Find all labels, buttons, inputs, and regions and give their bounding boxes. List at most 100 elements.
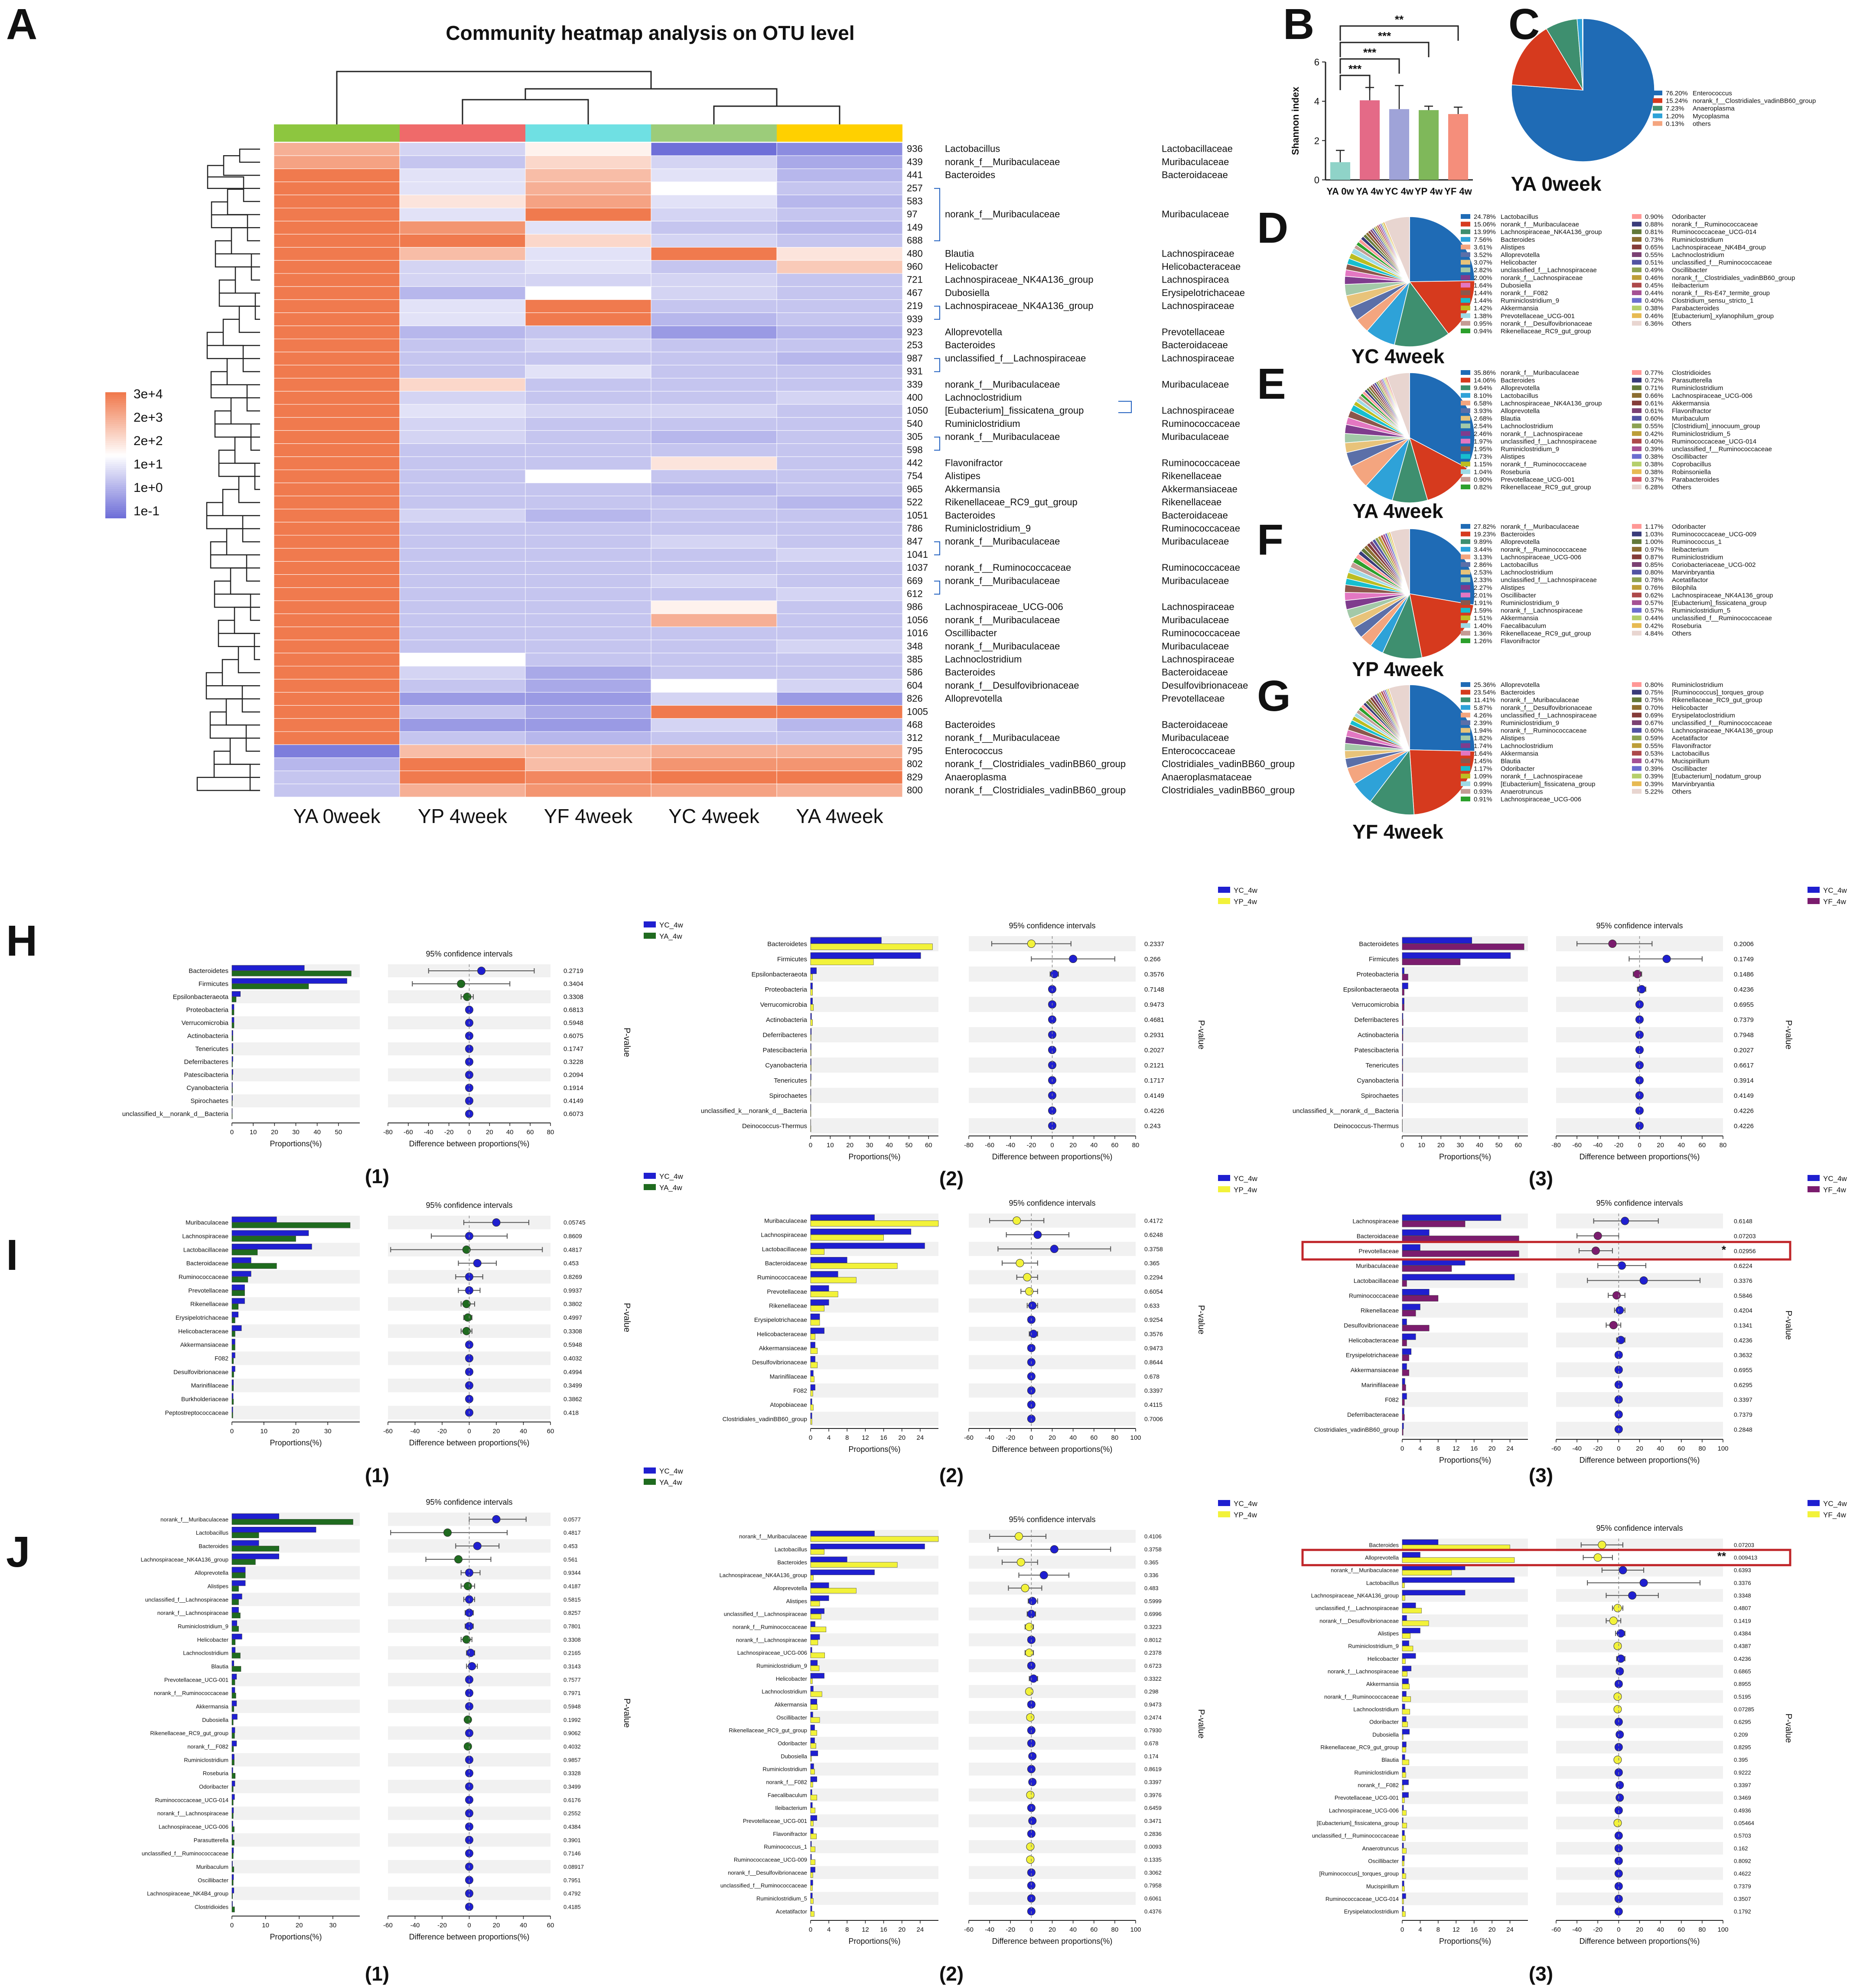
heatmap-cell (651, 312, 777, 326)
pie-legend-label: Others (1672, 630, 1691, 637)
pie-legend-swatch (1461, 400, 1470, 406)
x-tick-label: 40 (1677, 1142, 1685, 1149)
heatmap-cell (399, 273, 526, 287)
heatmap-cell (776, 168, 903, 182)
bar-group-b (810, 1782, 813, 1787)
pie-legend-label: Lachnospiraceae_NK4A136_group (1501, 400, 1602, 407)
x-tick-label: 16 (880, 1434, 887, 1441)
color-scale-step (105, 392, 126, 395)
color-scale-step (105, 423, 126, 426)
pie-legend-pct: 0.75% (1645, 689, 1664, 696)
pie-legend-pct: 0.65% (1645, 244, 1664, 251)
heatmap-cell (525, 626, 651, 641)
pie-legend-label: Ruminiclostridium_9 (1501, 297, 1559, 305)
pie-legend-label: Bilophila (1672, 584, 1697, 592)
heatmap-family-label: Lachnospiraceae (1162, 602, 1234, 612)
pie-legend-label: [Clostridium]_innocuum_group (1672, 423, 1760, 430)
row-stripe (969, 1685, 1136, 1698)
taxon-label: Odoribacter (1369, 1719, 1399, 1725)
bar-group-b (1402, 989, 1404, 996)
x-tick-label: -60 (964, 1434, 974, 1441)
bar-group-a (1402, 1274, 1515, 1281)
heatmap-otu-id: 986 (907, 602, 923, 612)
taxon-label: unclassified_f__Lachnospiraceae (724, 1611, 807, 1617)
pie-legend-pct: 0.46% (1645, 274, 1664, 282)
heatmap-cell (651, 404, 777, 418)
pie-legend-pct: 5.87% (1474, 704, 1492, 712)
pie-legend-swatch (1461, 623, 1470, 628)
heatmap-cell (274, 482, 400, 496)
heatmap-cell (651, 626, 777, 641)
bar-group-a (1402, 937, 1472, 944)
pie-legend-label: norank_f__Lachnospiraceae (1501, 430, 1583, 438)
pie-legend-label: [Ruminococcus]_torques_group (1672, 689, 1764, 696)
bar-group-b (1402, 1709, 1410, 1715)
bar-group-a (1402, 1716, 1407, 1722)
bar-group-b (1402, 1747, 1406, 1753)
pie-legend-pct: 0.71% (1645, 384, 1664, 392)
bar-group-a (231, 1298, 245, 1304)
difference-point (1613, 1604, 1622, 1612)
bar-group-b (810, 959, 874, 965)
heatmap-cell (399, 142, 526, 156)
difference-point (1015, 1532, 1023, 1541)
taxon-label: Desulfovibrionaceae (1344, 1322, 1399, 1329)
bar-group-b (810, 1305, 824, 1311)
subpanel-label: (1) (365, 1464, 389, 1487)
x-tick-label: 8 (1436, 1445, 1440, 1452)
pie-legend-label: Robinsoniella (1672, 469, 1711, 476)
heatmap-cell (525, 469, 651, 483)
taxon-label: norank_f__Desulfovibrionaceae (728, 1869, 807, 1876)
p-value-label: 0.3507 (1734, 1896, 1751, 1902)
pie-legend-label: Flavonifractor (1672, 407, 1711, 415)
pie-legend-label: Blautia (1501, 415, 1521, 423)
row-stripe (1556, 1332, 1723, 1347)
heatmap-cell (776, 718, 903, 732)
legend-label: YP_4w (1234, 1186, 1257, 1194)
pie-legend-label: Parabacteroides (1672, 476, 1719, 483)
bar-group-b (1402, 1620, 1429, 1626)
x-tick-label: -40 (410, 1922, 420, 1929)
bar-group-b (231, 1532, 259, 1538)
p-value-label: 0.9062 (563, 1730, 581, 1737)
bar-group-a (231, 1325, 242, 1331)
heatmap-cell (651, 469, 777, 483)
heatmap-cell (274, 234, 400, 248)
row-stripe (232, 1566, 360, 1580)
p-value-label: 0.2027 (1734, 1047, 1754, 1054)
difference-point (1614, 1366, 1623, 1374)
heatmap-cell (525, 456, 651, 470)
p-value-label: 0.3758 (1144, 1246, 1163, 1253)
bar-group-a (810, 1621, 815, 1627)
heatmap-otu-id: 480 (907, 248, 923, 259)
x-tick-label: 0 (230, 1129, 234, 1136)
color-scale-step (105, 493, 126, 495)
pie-legend-pct: 0.39% (1645, 781, 1664, 788)
pie-legend-label: Bacteroides (1501, 689, 1535, 696)
heatmap-family-label: Lachnospiraceae (1162, 405, 1234, 416)
bar-group-a (231, 1352, 235, 1358)
pie-legend-swatch (1461, 267, 1470, 273)
row-stripe (1556, 1362, 1723, 1377)
pie-legend-pct: 0.57% (1645, 599, 1664, 607)
heatmap-cell (399, 391, 526, 405)
legend-swatch (1218, 1175, 1230, 1181)
heatmap-cell (525, 640, 651, 654)
significance-star: * (1722, 1243, 1726, 1256)
bar-group-a (810, 1285, 829, 1292)
heatmap-cell (274, 312, 400, 326)
significance-highlight-box (1301, 1241, 1791, 1261)
heatmap-cell (776, 784, 903, 797)
p-value-label: 0.1717 (1144, 1077, 1164, 1084)
heatmap-group-bar (777, 124, 902, 142)
error-bar (1336, 150, 1345, 163)
bar-group-b (810, 1627, 827, 1632)
pie-legend-swatch (1632, 743, 1642, 748)
pie-legend-swatch (1461, 416, 1470, 421)
p-value-label: 0.02956 (1734, 1247, 1756, 1254)
heatmap-cell (525, 482, 651, 496)
bar-group-b (1402, 1785, 1404, 1790)
taxon-label: Akkermansiaceae (180, 1341, 228, 1348)
heatmap-cell (399, 744, 526, 758)
taxon-label: Peptostreptococcaceae (165, 1409, 229, 1416)
